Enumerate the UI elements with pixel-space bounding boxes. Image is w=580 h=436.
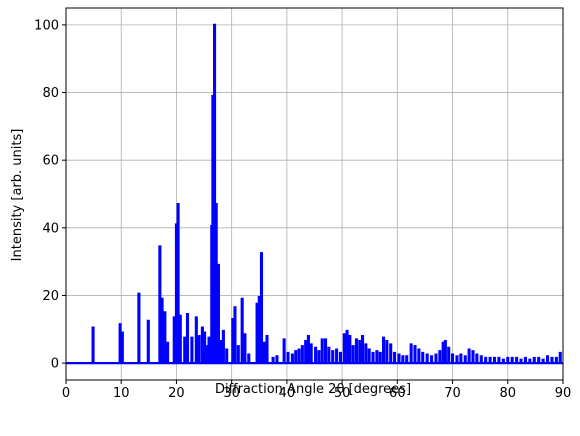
x-tick-label-60: 60 [389,386,406,401]
x-tick-label-90: 90 [555,386,572,401]
x-axis-label: Diffraction Angle 2θ [degrees] [215,382,411,397]
axes [65,7,564,381]
x-tick-label-10: 10 [113,386,130,401]
y-tick-label-20: 20 [42,289,59,304]
x-tick-label-20: 20 [168,386,185,401]
y-axis-ticks: 0 20 40 60 80 100 [34,18,66,372]
y-tick-label-0: 0 [51,357,59,372]
x-tick-label-50: 50 [334,386,351,401]
plot-area [66,23,563,365]
diffraction-series-line [66,23,563,365]
x-tick-label-70: 70 [444,386,461,401]
y-tick-label-80: 80 [42,86,59,101]
axes-frame [65,7,564,381]
x-axis-ticks: 0 10 20 30 40 50 60 70 80 90 [62,380,571,401]
y-axis-label: Intensity [arb. units] [10,129,25,262]
x-tick-label-30: 30 [223,386,240,401]
x-tick-label-80: 80 [500,386,517,401]
grid-lines [65,8,564,380]
y-tick-label-40: 40 [42,221,59,236]
x-tick-label-40: 40 [279,386,296,401]
x-tick-label-0: 0 [62,386,70,401]
y-tick-label-100: 100 [34,18,59,33]
y-tick-label-60: 60 [42,154,59,169]
